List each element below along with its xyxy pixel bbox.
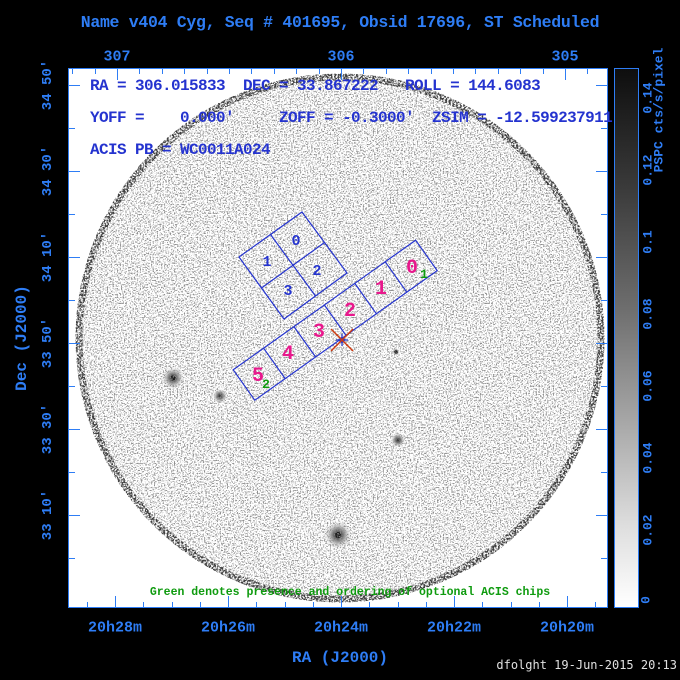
colorbar-tick-label: 0.04 <box>640 442 656 474</box>
optional-chips-note: Green denotes presence and ordering of o… <box>149 586 551 599</box>
pointing-info-line2: YOFF = 0.000' ZOFF = -0.3000' ZSIM = -12… <box>90 109 613 127</box>
top-axis-tick-label: 307 <box>103 48 131 66</box>
left-axis-tick-label: 34 50' <box>40 59 56 111</box>
left-axis-tick-label: 34 30' <box>40 145 56 197</box>
left-axis-tick-label: 34 10' <box>40 231 56 283</box>
bottom-axis-tick-label: 20h24m <box>313 619 369 637</box>
colorbar-tick-label: 0.08 <box>640 298 656 330</box>
pointing-info-line1: RA = 306.015833 DEC = 33.867222 ROLL = 1… <box>90 77 541 95</box>
left-axis-tick-label: 33 50' <box>40 317 56 369</box>
top-axis-tick-label: 305 <box>551 48 579 66</box>
intensity-colorbar[interactable] <box>614 68 639 608</box>
top-axis-tick-label: 306 <box>327 48 355 66</box>
colorbar-tick-label: 0 <box>638 596 654 604</box>
colorbar-tick-label: 0.06 <box>640 370 656 402</box>
left-axis-tick-label: 33 30' <box>40 403 56 455</box>
bottom-axis-tick-label: 20h20m <box>539 619 595 637</box>
bottom-axis-tick-label: 20h22m <box>426 619 482 637</box>
y-axis-title: Dec (J2000) <box>13 285 31 391</box>
bottom-axis-tick-label: 20h28m <box>87 619 143 637</box>
pointing-info-line3: ACIS PB = WC0011A024 <box>90 141 271 159</box>
x-axis-title: RA (J2000) <box>291 649 389 667</box>
plot-title: Name v404 Cyg, Seq # 401695, Obsid 17696… <box>80 13 600 32</box>
colorbar-title: PSPC cts/s/pixel <box>651 47 667 173</box>
colorbar-tick-label: 0.02 <box>640 514 656 546</box>
credit-timestamp: dfolght 19-Jun-2015 20:13 <box>496 658 677 672</box>
bottom-axis-tick-label: 20h26m <box>200 619 256 637</box>
colorbar-tick-label: 0.1 <box>640 230 656 254</box>
left-axis-tick-label: 33 10' <box>40 489 56 541</box>
